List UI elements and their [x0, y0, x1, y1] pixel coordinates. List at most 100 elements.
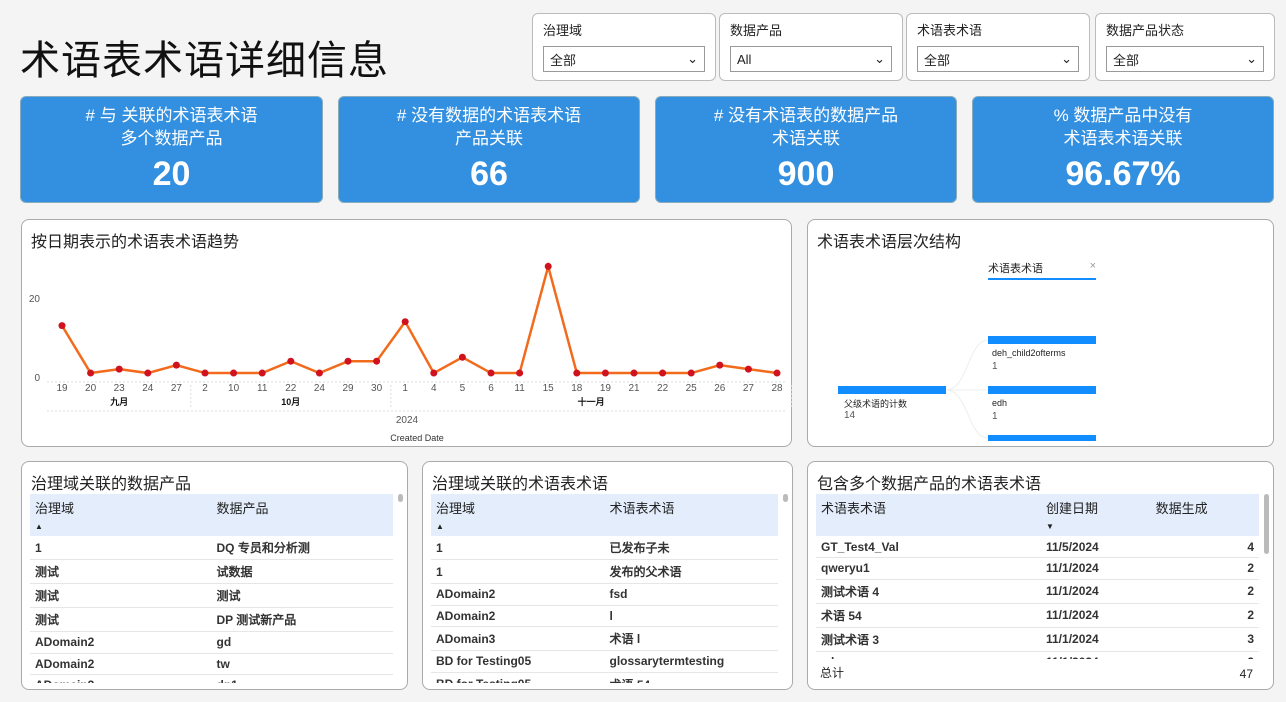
- table-cell: 术语 54: [816, 603, 1041, 628]
- dropdown[interactable]: 全部 ⌄: [543, 46, 705, 72]
- scrollbar[interactable]: [1264, 494, 1269, 554]
- table-row[interactable]: 1 DQ 专员和分析测: [30, 536, 393, 560]
- dropdown[interactable]: All ⌄: [730, 46, 892, 72]
- header-label: 治理域: [35, 501, 75, 516]
- data-point: [487, 369, 495, 377]
- hierarchy-bar[interactable]: [988, 435, 1096, 441]
- table-row[interactable]: 测试 试数据: [30, 559, 393, 584]
- table-row[interactable]: 1 发布的父术语: [431, 559, 778, 584]
- x-tick-label: 4: [431, 383, 437, 394]
- total-label: 总计: [820, 666, 845, 680]
- table-row[interactable]: ADomain2 l: [431, 605, 778, 627]
- table-row[interactable]: BD for Testing05 glossarytermtesting: [431, 650, 778, 673]
- x-tick-label: 24: [142, 383, 154, 394]
- hierarchy-bar[interactable]: [838, 386, 946, 394]
- table-cell: qweryu1: [816, 557, 1041, 580]
- column-header[interactable]: 创建日期 ▼: [1041, 494, 1151, 536]
- table-title: 治理域关联的术语表术语: [432, 476, 609, 493]
- x-tick-label: 23: [114, 383, 126, 394]
- table-row[interactable]: ADomain2 gd: [30, 631, 393, 654]
- x-tick-label: 27: [171, 383, 183, 394]
- hierarchy-bar[interactable]: [988, 386, 1096, 394]
- header-label: 创建日期: [1046, 501, 1099, 516]
- node-label: 父级术语的计数: [844, 399, 908, 409]
- table-row[interactable]: 测试术语 3 11/1/2024 3: [816, 627, 1259, 652]
- data-point: [58, 322, 66, 330]
- sort-asc-icon: ▲: [436, 522, 444, 531]
- table-cell: 1: [431, 559, 605, 584]
- hierarchy-panel: 术语表术语层次结构 术语表术语 × 父级术语的计数 14 deh_child2of…: [807, 219, 1274, 447]
- y-tick-label: 0: [34, 373, 40, 384]
- kpi-card: # 与 关联的术语表术语 多个数据产品 20: [20, 96, 323, 203]
- data-point: [115, 365, 123, 373]
- data-point: [172, 361, 180, 369]
- table-row[interactable]: ADomain3 术语 l: [431, 626, 778, 651]
- table-row[interactable]: 测试 测试: [30, 583, 393, 608]
- table-cell: GT_Test4_Val: [816, 536, 1041, 558]
- table-row[interactable]: 1 已发布子未: [431, 536, 778, 560]
- dropdown-value: 全部: [924, 52, 951, 68]
- data-point: [516, 369, 524, 377]
- column-header[interactable]: 数据产品: [211, 494, 393, 536]
- filter-label: 治理域: [543, 23, 583, 38]
- table-row[interactable]: 术语 54 11/1/2024 2: [816, 603, 1259, 628]
- table-cell: 试数据: [211, 559, 393, 584]
- table-cell: 术语 l: [604, 626, 778, 651]
- table-cell: 4: [1150, 536, 1259, 558]
- table-row[interactable]: 测试术语 4 11/1/2024 2: [816, 579, 1259, 604]
- table-panel-multi-product-terms: 包含多个数据产品的术语表术语 术语表术语 创建日期 ▼ 数据生成 GT_Test4_Va…: [807, 461, 1274, 690]
- data-point: [544, 262, 552, 270]
- table-row[interactable]: BD for Testing05术语 54: [431, 672, 778, 683]
- table-row[interactable]: 测试 DP 测试新产品: [30, 607, 393, 632]
- total-value: 47: [1239, 667, 1253, 681]
- table-row[interactable]: ADomain2 fsd: [431, 583, 778, 606]
- table-cell: 11/1/2024: [1041, 579, 1151, 604]
- table-cell: 测试: [30, 559, 212, 584]
- table-cell: zdv: [816, 651, 1041, 659]
- x-tick-label: 26: [714, 383, 726, 394]
- table-row[interactable]: ADomain3dp1: [30, 674, 393, 683]
- table-cell: 1: [431, 536, 605, 560]
- table-panel-domain-terms: 治理域关联的术语表术语 治理域 ▲ 术语表术语 1 已发布子未 1 发布的父术语 ADomai…: [422, 461, 793, 690]
- close-icon[interactable]: ×: [1089, 260, 1096, 272]
- node-label: deh_child2ofterms: [992, 348, 1066, 358]
- node-value: 1: [992, 411, 998, 422]
- scrollbar[interactable]: [783, 494, 788, 502]
- dropdown-value: 全部: [1113, 52, 1140, 68]
- table-row[interactable]: ADomain2 tw: [30, 653, 393, 675]
- hierarchy-bar[interactable]: [988, 336, 1096, 344]
- scrollbar[interactable]: [398, 494, 403, 502]
- table-cell: ADomain3: [30, 674, 212, 683]
- dropdown[interactable]: 全部 ⌄: [917, 46, 1079, 72]
- filter-governance-domain: 治理域全部 ⌄: [532, 13, 716, 81]
- x-tick-label: 10: [228, 383, 240, 394]
- column-header[interactable]: 数据生成: [1150, 494, 1259, 536]
- table-cell: 术语 54: [604, 672, 778, 683]
- dropdown[interactable]: 全部 ⌄: [1106, 46, 1264, 72]
- column-header[interactable]: 术语表术语: [604, 494, 778, 536]
- x-tick-label: 28: [771, 383, 783, 394]
- table-cell: 已发布子未: [604, 536, 778, 560]
- x-tick-label: 19: [56, 383, 68, 394]
- chevron-down-icon: ⌄: [874, 51, 885, 66]
- kpi-label: 术语关联: [772, 129, 840, 148]
- table-row[interactable]: GT_Test4_Val 11/5/2024 4: [816, 536, 1259, 558]
- kpi-value: 66: [470, 155, 508, 193]
- hierarchy-connectors: [945, 339, 989, 439]
- table-cell: 2: [1150, 557, 1259, 580]
- y-tick-label: 20: [29, 294, 41, 305]
- kpi-value: 20: [152, 155, 191, 193]
- chevron-down-icon: ⌄: [687, 51, 698, 66]
- column-header[interactable]: 治理域 ▲: [431, 494, 605, 536]
- table-cell: 测试: [30, 607, 212, 632]
- data-point: [744, 365, 752, 373]
- table-cell: 2: [1150, 651, 1259, 659]
- column-header[interactable]: 治理域 ▲: [30, 494, 212, 536]
- table-panel-domain-products: 治理域关联的数据产品 治理域 ▲ 数据产品 1 DQ 专员和分析测 测试 试数据 测试 测试 测试…: [21, 461, 408, 690]
- table-row[interactable]: qweryu1 11/1/2024 2: [816, 557, 1259, 580]
- table-cell: ADomain2: [431, 605, 605, 627]
- data-point: [87, 369, 95, 377]
- column-header[interactable]: 术语表术语: [816, 494, 1041, 536]
- x-tick-label: 30: [371, 383, 383, 394]
